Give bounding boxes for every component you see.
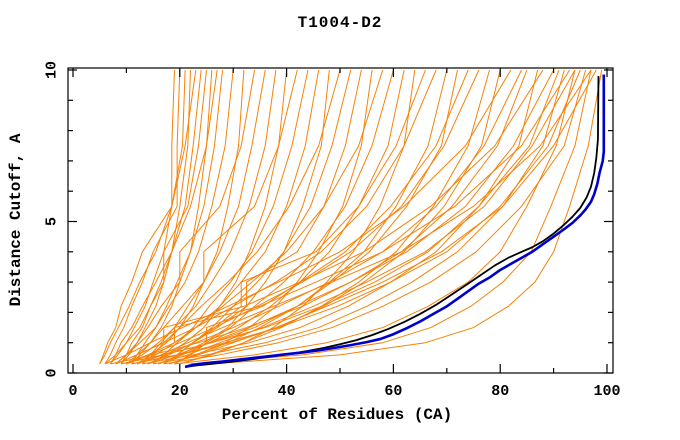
- model-curve-37: [104, 69, 512, 365]
- model-curve-21: [142, 69, 341, 365]
- model-curve-2: [104, 69, 181, 365]
- model-curve-6: [120, 69, 202, 365]
- model-curve-7: [104, 69, 207, 365]
- model-curve-39: [110, 69, 528, 365]
- model-curve-51: [190, 69, 592, 365]
- model-curve-44: [153, 69, 565, 365]
- model-curve-40: [142, 69, 539, 365]
- model-curve-31: [168, 69, 448, 365]
- x-axis-label: Percent of Residues (CA): [222, 406, 452, 424]
- model-curve-33: [174, 69, 469, 365]
- x-tick-label-40: 40: [278, 383, 296, 400]
- model-curve-1: [99, 69, 175, 365]
- x-tick-label-20: 20: [171, 383, 189, 400]
- y-tick-label-0: 0: [43, 368, 60, 377]
- model-curve-48: [163, 69, 587, 365]
- model-curve-11: [115, 69, 234, 365]
- model-curve-47: [131, 69, 581, 365]
- tick-labels-layer: 0 20 40 60 80 100 0 5 10: [43, 61, 620, 400]
- model-curve-5: [99, 69, 197, 365]
- model-curve-52: [211, 69, 603, 365]
- model-curve-46: [158, 69, 576, 365]
- model-curve-50: [168, 69, 597, 365]
- x-tick-label-80: 80: [491, 383, 509, 400]
- y-tick-label-10: 10: [43, 61, 60, 79]
- plot-border: [67, 67, 614, 374]
- model-curve-49: [136, 69, 592, 365]
- x-tick-label-60: 60: [384, 383, 402, 400]
- model-curve-27: [158, 69, 405, 365]
- y-tick-label-5: 5: [43, 217, 60, 226]
- highlight-curve-blue: [184, 74, 606, 369]
- model-curve-13: [120, 69, 256, 365]
- model-curve-53: [174, 69, 576, 365]
- curves-layer: [99, 69, 606, 369]
- model-curve-8: [126, 69, 213, 365]
- chart-title: T1004-D2: [298, 14, 383, 32]
- model-curve-45: [126, 69, 571, 365]
- x-tick-label-100: 100: [593, 383, 620, 400]
- model-curve-29: [163, 69, 426, 365]
- x-tick-label-0: 0: [68, 383, 77, 400]
- model-curve-17: [131, 69, 298, 365]
- model-curve-38: [136, 69, 523, 365]
- model-curve-41: [115, 69, 544, 365]
- axes-layer: [67, 67, 614, 374]
- model-curve-9: [109, 69, 218, 365]
- model-curve-4: [115, 69, 191, 365]
- model-curve-3: [109, 69, 186, 365]
- model-curve-42: [147, 69, 555, 365]
- model-curve-25: [152, 69, 384, 365]
- model-curve-14: [142, 69, 266, 365]
- y-axis-label: Distance Cutoff, A: [7, 133, 25, 306]
- model-curve-34: [126, 69, 480, 365]
- model-curve-10: [131, 69, 224, 365]
- model-curve-43: [120, 69, 560, 365]
